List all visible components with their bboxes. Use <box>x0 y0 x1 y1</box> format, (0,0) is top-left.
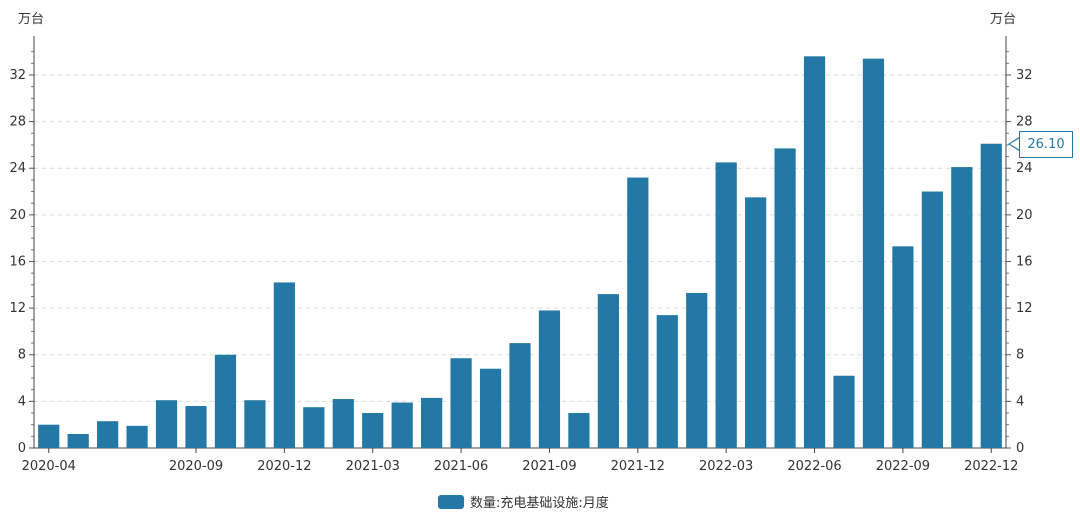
bar <box>38 424 60 448</box>
y-tick-label-left: 16 <box>9 254 26 269</box>
y-tick-label-right: 12 <box>1016 301 1033 316</box>
bar-series <box>38 56 1002 449</box>
tick-labels: 0 0 4 4 8 8 12 12 16 16 20 20 24 24 28 28 32 32 2020-04 202… <box>9 68 1032 474</box>
bar <box>980 143 1002 448</box>
legend-swatch <box>438 494 464 509</box>
x-tick-label: 2022-03 <box>699 459 753 474</box>
y-tick-label-right: 0 <box>1016 441 1024 456</box>
y-tick-label-right: 24 <box>1016 161 1033 176</box>
bar <box>774 148 796 448</box>
y-tick-label-left: 20 <box>9 208 26 223</box>
bar <box>921 191 943 449</box>
bar <box>362 413 384 448</box>
value-tooltip: 26.10 <box>1019 131 1073 158</box>
bar <box>951 167 973 448</box>
legend-label: 数量:充电基础设施:月度 <box>470 496 609 511</box>
y-tick-label-right: 16 <box>1016 254 1033 269</box>
left-axis-unit: 万台 <box>18 12 45 27</box>
y-tick-label-left: 32 <box>9 68 26 83</box>
grid-lines <box>34 74 1006 402</box>
bar <box>627 177 649 448</box>
bar <box>479 368 502 448</box>
y-tick-label-left: 28 <box>9 115 26 130</box>
bar <box>391 402 413 448</box>
y-tick-label-left: 24 <box>9 161 26 176</box>
bar <box>126 425 148 448</box>
bar <box>715 162 737 448</box>
bar <box>568 413 590 448</box>
bar <box>185 406 207 448</box>
bar <box>803 56 826 448</box>
x-tick-label: 2020-04 <box>22 459 76 474</box>
bar <box>332 399 354 448</box>
bar <box>214 354 237 448</box>
y-tick-label-left: 12 <box>9 301 26 316</box>
y-tick-label-left: 0 <box>18 441 26 456</box>
bar <box>892 246 914 448</box>
y-tick-label-right: 20 <box>1016 208 1033 223</box>
bar <box>686 292 708 448</box>
y-tick-label-right: 8 <box>1016 348 1024 363</box>
x-tick-label: 2021-03 <box>346 459 400 474</box>
bar <box>862 58 885 448</box>
x-tick-label: 2022-09 <box>876 459 930 474</box>
bar <box>509 343 531 448</box>
x-tick-label: 2022-06 <box>787 459 841 474</box>
y-tick-label-left: 4 <box>18 394 26 409</box>
bar <box>745 197 767 448</box>
bar <box>538 310 561 448</box>
legend[interactable]: 数量:充电基础设施:月度 <box>438 492 609 511</box>
y-tick-label-left: 8 <box>18 348 26 363</box>
x-tick-label: 2021-06 <box>434 459 488 474</box>
x-tick-label: 2020-12 <box>257 459 311 474</box>
bar <box>833 375 855 448</box>
bar <box>303 407 325 448</box>
y-tick-label-right: 32 <box>1016 68 1033 83</box>
y-tick-label-right: 28 <box>1016 115 1033 130</box>
bar <box>597 294 619 448</box>
bar <box>273 282 295 448</box>
bar <box>155 400 178 448</box>
bar <box>67 434 89 448</box>
x-tick-label: 2022-12 <box>964 459 1018 474</box>
bar <box>450 358 472 448</box>
bar <box>421 397 443 448</box>
x-tick-label: 2021-12 <box>611 459 665 474</box>
x-tick-label: 2020-09 <box>169 459 223 474</box>
tooltip-arrow-fill <box>1010 138 1020 150</box>
y-tick-label-right: 4 <box>1016 394 1024 409</box>
x-tick-label: 2021-09 <box>522 459 576 474</box>
bar <box>244 400 266 448</box>
bar <box>97 421 119 448</box>
right-axis-unit: 万台 <box>990 12 1017 27</box>
bar <box>656 315 678 448</box>
